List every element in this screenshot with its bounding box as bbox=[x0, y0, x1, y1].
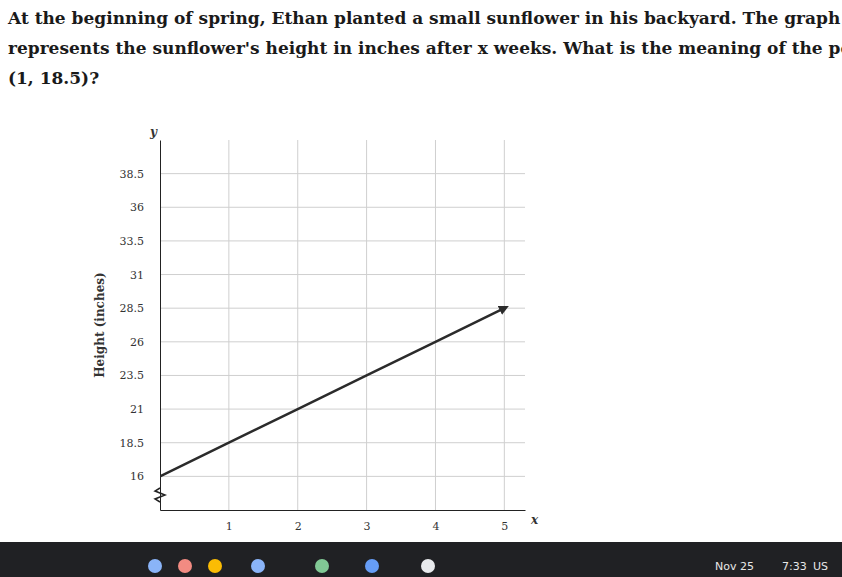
x-tick: 2 bbox=[295, 510, 302, 533]
grid-line bbox=[160, 274, 525, 275]
axis-break bbox=[155, 488, 165, 502]
grid-line bbox=[160, 240, 525, 241]
taskbar-icon[interactable] bbox=[365, 559, 379, 573]
y-axis-name: y bbox=[149, 125, 158, 139]
taskbar-icon[interactable] bbox=[178, 559, 192, 573]
y-tick: 18.5 bbox=[120, 437, 161, 450]
question-line: At the beginning of spring, Ethan plante… bbox=[7, 8, 842, 28]
taskbar-region: US bbox=[813, 560, 828, 573]
y-tick-label: 36 bbox=[130, 201, 144, 214]
y-axis-line bbox=[160, 141, 161, 511]
y-tick-label: 23.5 bbox=[120, 369, 145, 382]
grid bbox=[160, 140, 525, 510]
grid-line bbox=[160, 375, 525, 376]
y-tick: 38.5 bbox=[120, 168, 161, 181]
question: At the beginning of spring, Ethan plante… bbox=[7, 8, 842, 88]
grid-line bbox=[504, 140, 505, 510]
y-tick-label: 33.5 bbox=[120, 235, 145, 248]
y-tick-label: 21 bbox=[130, 403, 144, 416]
taskbar: Nov 25 7:33 US bbox=[0, 542, 842, 577]
grid-line bbox=[435, 140, 436, 510]
question-line: (1, 18.5)? bbox=[8, 68, 99, 88]
x-axis: 1 2 3 4 5 bbox=[161, 510, 526, 533]
x-tick: 5 bbox=[501, 510, 508, 533]
x-tick: 4 bbox=[432, 510, 439, 533]
y-tick: 23.5 bbox=[120, 369, 161, 382]
x-tick-label: 4 bbox=[432, 520, 439, 533]
taskbar-time: 7:33 bbox=[782, 560, 807, 573]
grid-line bbox=[160, 341, 525, 342]
taskbar-icon[interactable] bbox=[421, 559, 435, 573]
y-tick: 36 bbox=[130, 201, 160, 214]
question-line: represents the sunflower's height in inc… bbox=[8, 38, 842, 58]
y-tick-label: 38.5 bbox=[120, 168, 145, 181]
y-tick: 31 bbox=[130, 269, 160, 282]
y-tick-label: 16 bbox=[130, 470, 144, 483]
grid-line bbox=[366, 140, 367, 510]
y-tick: 21 bbox=[130, 403, 160, 416]
grid-line bbox=[228, 140, 229, 510]
y-tick: 33.5 bbox=[120, 235, 161, 248]
y-tick-label: 18.5 bbox=[120, 437, 145, 450]
x-tick-label: 5 bbox=[501, 520, 508, 533]
x-axis-name: x bbox=[530, 513, 539, 527]
x-tick-label: 1 bbox=[226, 520, 233, 533]
plot bbox=[160, 308, 504, 476]
grid-line bbox=[160, 476, 525, 477]
grid-line bbox=[160, 409, 525, 410]
grid-line bbox=[160, 308, 525, 309]
y-tick: 28.5 bbox=[120, 302, 161, 315]
y-tick-label: 26 bbox=[130, 336, 144, 349]
grid-line bbox=[160, 207, 525, 208]
taskbar-icon[interactable] bbox=[251, 559, 265, 573]
y-tick: 26 bbox=[130, 336, 160, 349]
page: At the beginning of spring, Ethan plante… bbox=[0, 0, 842, 577]
taskbar-icon[interactable] bbox=[148, 559, 162, 573]
y-tick-label: 31 bbox=[130, 269, 144, 282]
y-axis: 16 18.5 21 23.5 26 28.5 31 33.5 36 38.5 bbox=[120, 141, 161, 511]
taskbar-icon[interactable] bbox=[315, 559, 329, 573]
x-tick: 3 bbox=[364, 510, 371, 533]
x-tick: 1 bbox=[226, 510, 233, 533]
y-axis-title: Height (inches) bbox=[93, 272, 107, 377]
x-axis-line bbox=[161, 510, 526, 511]
y-tick-label: 28.5 bbox=[120, 302, 145, 315]
taskbar-date: Nov 25 bbox=[715, 560, 754, 573]
height-line bbox=[160, 308, 504, 476]
grid-line bbox=[160, 442, 525, 443]
grid-line bbox=[160, 173, 525, 174]
taskbar-icon[interactable] bbox=[208, 559, 222, 573]
y-tick: 16 bbox=[130, 470, 160, 483]
grid-line bbox=[297, 140, 298, 510]
taskbar-bg bbox=[0, 542, 842, 577]
x-tick-label: 2 bbox=[295, 520, 302, 533]
x-tick-label: 3 bbox=[364, 520, 371, 533]
